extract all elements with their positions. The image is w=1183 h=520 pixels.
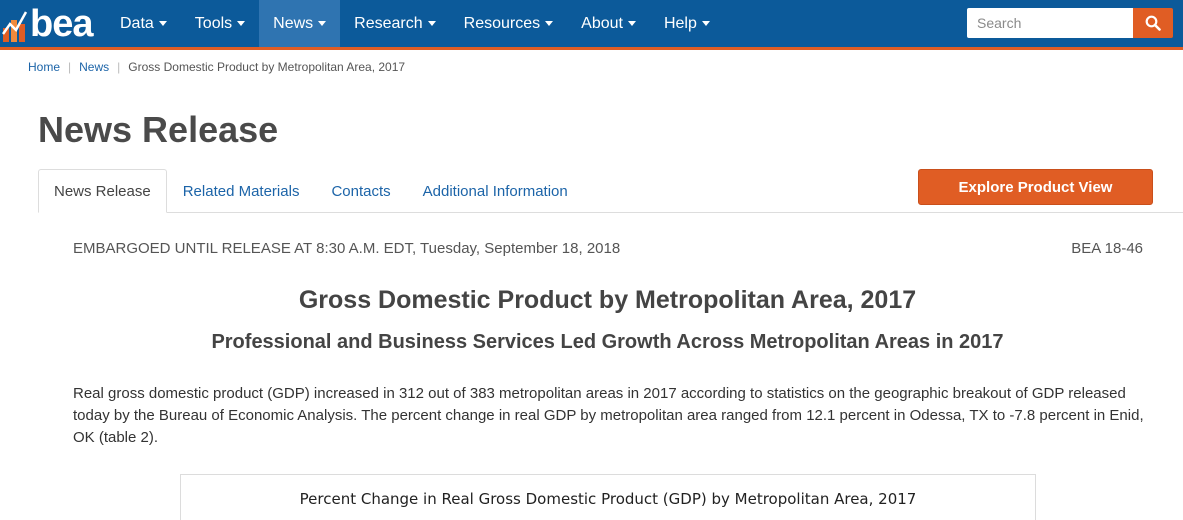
gdp-figure: Percent Change in Real Gross Domestic Pr… <box>180 474 1036 520</box>
nav-item-data[interactable]: Data <box>106 0 181 47</box>
navbar-accent-stripe <box>0 47 1183 50</box>
nav-item-news[interactable]: News <box>259 0 341 47</box>
breadcrumb-home-link[interactable]: Home <box>28 60 61 74</box>
search-icon <box>1145 15 1161 31</box>
main-nav: Data Tools News Research Resources About… <box>106 0 724 47</box>
search-input[interactable] <box>967 8 1133 38</box>
embargo-notice: EMBARGOED UNTIL RELEASE AT 8:30 A.M. EDT… <box>73 240 621 257</box>
tab-news-release[interactable]: News Release <box>38 169 167 213</box>
bar-chart-logo-icon <box>2 11 28 42</box>
chevron-down-icon <box>318 21 327 26</box>
breadcrumb-current: Gross Domestic Product by Metropolitan A… <box>128 60 406 74</box>
tabs-divider <box>38 212 1183 213</box>
nav-item-about[interactable]: About <box>567 0 650 47</box>
breadcrumb-news-link[interactable]: News <box>79 60 110 74</box>
search-bar <box>967 8 1173 38</box>
chevron-down-icon <box>545 21 554 26</box>
nav-item-tools[interactable]: Tools <box>181 0 259 47</box>
nav-item-label: Resources <box>463 14 541 32</box>
nav-item-help[interactable]: Help <box>650 0 724 47</box>
nav-item-label: News <box>273 14 314 32</box>
breadcrumb: Home | News | Gross Domestic Product by … <box>28 59 405 75</box>
logo-text: bea <box>30 3 93 45</box>
tab-contacts[interactable]: Contacts <box>331 182 391 200</box>
release-number: BEA 18-46 <box>1071 240 1143 257</box>
figure-title: Percent Change in Real Gross Domestic Pr… <box>299 490 917 508</box>
nav-item-label: Research <box>354 14 423 32</box>
nav-item-resources[interactable]: Resources <box>450 0 567 47</box>
nav-item-research[interactable]: Research <box>340 0 449 47</box>
chevron-down-icon <box>158 21 167 26</box>
page-title: News Release <box>38 109 279 150</box>
nav-item-label: Data <box>120 14 154 32</box>
release-body-paragraph: Real gross domestic product (GDP) increa… <box>73 385 1144 446</box>
chevron-down-icon <box>427 21 436 26</box>
chevron-down-icon <box>701 21 710 26</box>
release-tabs: News Release Related Materials Contacts … <box>38 169 584 213</box>
breadcrumb-separator: | <box>68 60 72 74</box>
nav-item-label: Help <box>663 14 697 32</box>
top-navbar: bea Data Tools News Research Resources A… <box>0 0 1183 47</box>
explore-product-view-button[interactable]: Explore Product View <box>918 169 1153 205</box>
search-button[interactable] <box>1133 8 1173 38</box>
tab-additional-information[interactable]: Additional Information <box>422 182 568 200</box>
release-subtitle: Professional and Business Services Led G… <box>211 331 1004 353</box>
nav-item-label: Tools <box>194 14 233 32</box>
chevron-down-icon <box>237 21 246 26</box>
nav-item-label: About <box>581 14 623 32</box>
chevron-down-icon <box>627 21 636 26</box>
bea-logo[interactable]: bea <box>2 3 106 45</box>
tab-related-materials[interactable]: Related Materials <box>182 182 300 200</box>
release-title: Gross Domestic Product by Metropolitan A… <box>298 286 917 314</box>
breadcrumb-separator: | <box>117 60 121 74</box>
